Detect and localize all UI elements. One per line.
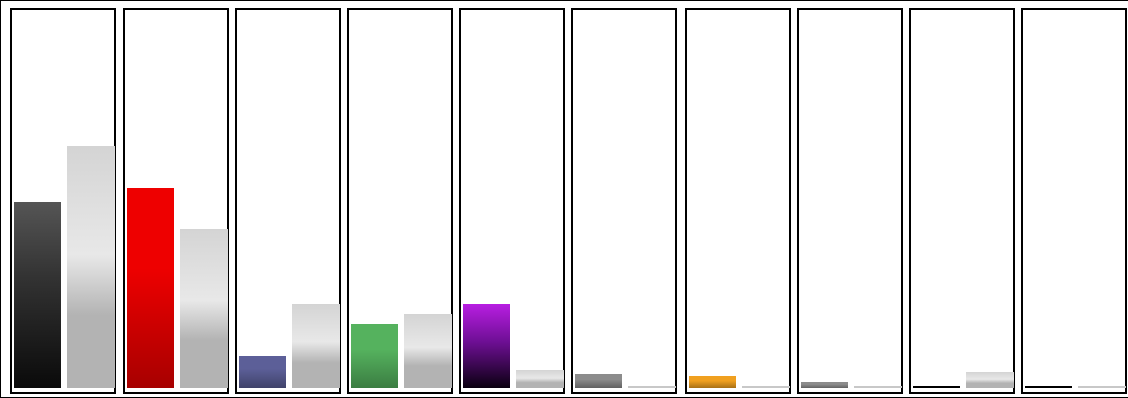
bar-baseline-6 [628,386,676,388]
chart-panel-10 [1021,8,1127,394]
chart-panel-1 [10,8,116,394]
bar-baseline-8 [854,386,902,388]
chart-panel-9 [909,8,1015,394]
bar-baseline-1 [67,146,115,388]
chart-panel-5 [459,8,565,394]
bar-primary-7 [689,376,736,388]
bar-primary-6 [575,374,622,388]
chart-panel-6 [571,8,677,394]
bar-primary-3 [239,356,286,388]
bar-baseline-5 [516,370,564,388]
chart-panel-4 [347,8,453,394]
chart-panel-2 [123,8,229,394]
chart-panel-3 [235,8,341,394]
bar-baseline-2 [180,229,228,388]
bar-baseline-9 [966,372,1014,388]
bar-baseline-3 [292,304,340,388]
bar-primary-8 [801,382,848,388]
chart-panel-7 [685,8,791,394]
bar-primary-4 [351,324,398,388]
bar-primary-1 [14,202,61,388]
bar-primary-9 [913,386,960,388]
chart-panel-8 [797,8,903,394]
bar-baseline-7 [742,386,790,388]
bar-baseline-10 [1078,386,1126,388]
bar-baseline-4 [404,314,452,388]
bar-primary-5 [463,304,510,388]
bar-primary-10 [1025,386,1072,388]
bar-primary-2 [127,188,174,388]
